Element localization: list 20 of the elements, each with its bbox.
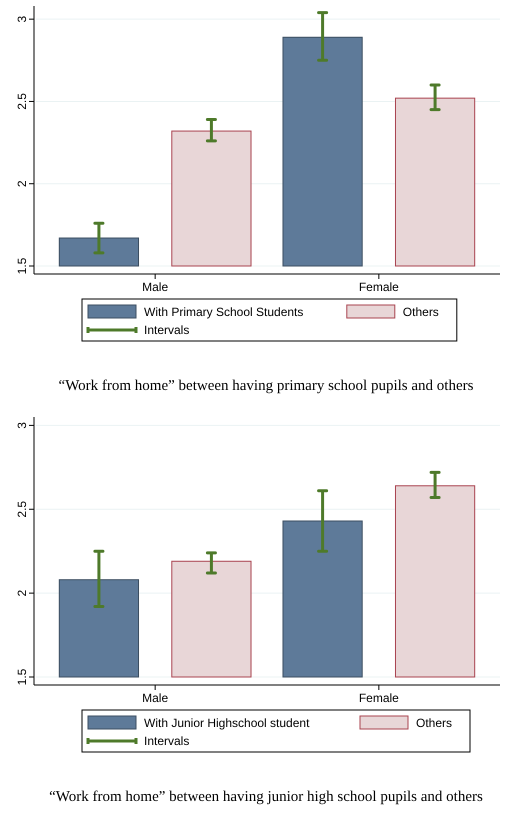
y-tick-label: 2.5 [15, 92, 29, 110]
text: “Work from home” between having junior high school pupils and others [49, 789, 484, 805]
text: “Work from home” between having primary school pupils and others [58, 378, 474, 394]
y-tick-label: 1.5 [15, 257, 29, 274]
y-tick-label: 3 [15, 16, 29, 23]
text: Intervals [144, 734, 190, 748]
y-tick-label: 3 [15, 422, 29, 429]
x-tick-label: Female [358, 280, 400, 294]
text: Intervals [144, 323, 190, 337]
y-tick-label: 2.5 [15, 500, 29, 518]
x-tick-label: Male [142, 280, 168, 294]
y-tick-label: 2 [15, 589, 29, 596]
y-tick-label: 1.5 [15, 668, 29, 686]
x-tick-label: Female [358, 691, 400, 705]
legend-label: Others [402, 305, 439, 319]
y-tick-label: 2 [15, 180, 29, 188]
legend-label: With Junior Highschool student [144, 716, 310, 730]
legend-label: With Primary School Students [144, 305, 304, 319]
legend-label: Others [416, 716, 452, 730]
x-tick-label: Male [142, 691, 168, 705]
